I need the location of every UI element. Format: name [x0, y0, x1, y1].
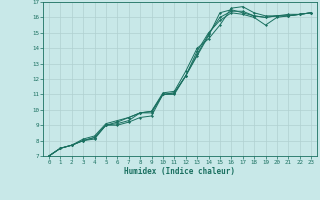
X-axis label: Humidex (Indice chaleur): Humidex (Indice chaleur)	[124, 167, 236, 176]
